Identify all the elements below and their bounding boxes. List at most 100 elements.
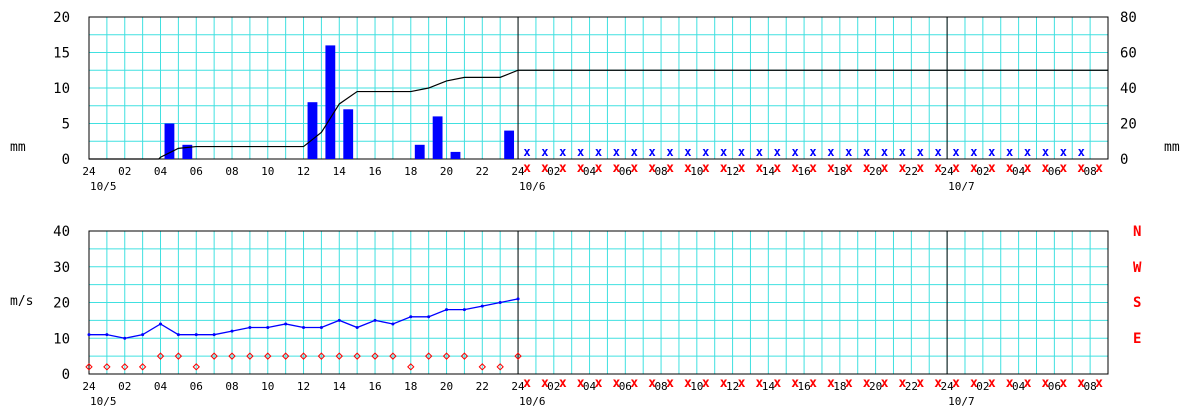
missing-data-marker: x	[791, 376, 799, 391]
missing-data-marker: x	[863, 376, 871, 391]
missing-data-marker: x	[720, 161, 728, 176]
missing-data-marker: x	[684, 161, 692, 176]
wind-direction-marker	[353, 352, 361, 360]
y-tick-label-right: 40	[1120, 81, 1137, 97]
missing-rain-marker: x	[613, 145, 620, 159]
wind-speed-point	[355, 326, 359, 330]
rain-bar	[450, 151, 461, 159]
x-tick-label: 18	[404, 380, 417, 393]
missing-data-marker: x	[773, 376, 781, 391]
x-tick-label: 20	[869, 380, 882, 393]
missing-data-marker: x	[952, 161, 960, 176]
x-tick-label: 10	[690, 165, 703, 178]
y-tick-label-right: 20	[1120, 117, 1137, 133]
y-tick-label-left: 0	[62, 152, 70, 168]
wind-direction-marker	[156, 352, 165, 360]
wind-speed-point	[176, 333, 180, 337]
missing-data-marker: x	[916, 161, 924, 176]
date-label: 10/7	[948, 180, 975, 193]
x-tick-label: 08	[654, 165, 667, 178]
x-tick-label: 10	[690, 380, 703, 393]
wind-speed-point	[373, 318, 377, 322]
y-tick-label-left: 15	[53, 46, 70, 62]
wind-direction-marker	[335, 352, 343, 360]
missing-rain-marker: x	[863, 145, 870, 159]
wind-speed-point	[123, 336, 127, 340]
x-tick-label: 06	[190, 380, 203, 393]
direction-label: E	[1133, 331, 1141, 347]
plot-frame	[88, 230, 1109, 375]
wind-direction-marker	[371, 352, 379, 360]
x-tick-label: 04	[1012, 380, 1026, 393]
wind-speed-point	[480, 304, 484, 308]
x-tick-label: 08	[654, 380, 667, 393]
x-tick-label: 20	[869, 165, 882, 178]
missing-data-marker: x	[881, 376, 889, 391]
missing-rain-marker: x	[792, 145, 799, 159]
x-tick-label: 14	[333, 380, 347, 393]
y-axis-label-left: mm	[10, 140, 26, 155]
wind-speed-point	[212, 333, 216, 337]
x-tick-label: 08	[1083, 380, 1096, 393]
missing-rain-marker: x	[881, 145, 888, 159]
missing-data-marker: x	[952, 376, 960, 391]
missing-rain-marker: x	[684, 145, 691, 159]
x-tick-label: 14	[762, 380, 776, 393]
missing-data-marker: x	[541, 161, 549, 176]
x-tick-label: 02	[118, 165, 131, 178]
y-axis-label-left: m/s	[10, 294, 33, 309]
missing-data-marker: x	[648, 161, 656, 176]
x-tick-label: 02	[976, 165, 989, 178]
direction-label: N	[1133, 224, 1141, 240]
missing-data-marker: x	[702, 161, 710, 176]
missing-data-marker: x	[720, 376, 728, 391]
missing-rain-marker: x	[774, 145, 781, 159]
missing-data-marker: x	[541, 376, 549, 391]
x-tick-label: 06	[190, 165, 203, 178]
missing-data-marker: x	[1059, 376, 1067, 391]
missing-data-marker: x	[988, 376, 996, 391]
x-tick-label: 18	[833, 380, 846, 393]
x-tick-label: 10	[261, 380, 274, 393]
missing-data-marker: x	[648, 376, 656, 391]
missing-rain-marker: x	[1042, 145, 1049, 159]
missing-data-marker: x	[809, 376, 817, 391]
wind-direction-marker	[460, 352, 469, 360]
missing-data-marker: x	[630, 376, 638, 391]
x-tick-label: 12	[297, 165, 310, 178]
missing-data-marker: x	[612, 161, 620, 176]
wind-direction-marker	[496, 363, 504, 371]
missing-data-marker: x	[1042, 376, 1050, 391]
missing-rain-marker: x	[935, 145, 942, 159]
wind-speed-point	[230, 329, 234, 333]
missing-data-marker: x	[684, 376, 692, 391]
missing-rain-marker: x	[523, 145, 530, 159]
missing-data-marker: x	[1077, 376, 1085, 391]
x-tick-label: 02	[976, 380, 989, 393]
y-tick-label-left: 5	[62, 117, 70, 133]
y-tick-label-left: 10	[53, 81, 70, 97]
y-tick-label-left: 40	[53, 224, 70, 240]
missing-rain-marker: x	[1060, 145, 1067, 159]
wind-speed-point	[248, 326, 252, 330]
y-tick-label-right: 0	[1120, 152, 1128, 168]
missing-data-marker: x	[827, 161, 835, 176]
x-tick-label: 24	[511, 380, 525, 393]
x-tick-label: 12	[726, 165, 739, 178]
wind-speed-point	[87, 333, 91, 337]
missing-data-marker: x	[666, 161, 674, 176]
x-tick-label: 04	[154, 380, 168, 393]
missing-rain-marker: x	[666, 145, 673, 159]
missing-data-marker: x	[898, 376, 906, 391]
x-tick-label: 10	[261, 165, 274, 178]
missing-rain-marker: x	[917, 145, 924, 159]
missing-data-marker: x	[863, 161, 871, 176]
rain-bar	[504, 130, 515, 159]
y-tick-label-left: 0	[62, 367, 70, 383]
wind-direction-marker	[85, 363, 93, 371]
x-tick-label: 18	[833, 165, 846, 178]
x-tick-label: 06	[1048, 165, 1061, 178]
x-tick-label: 08	[225, 165, 238, 178]
wind-direction-marker	[246, 352, 254, 360]
